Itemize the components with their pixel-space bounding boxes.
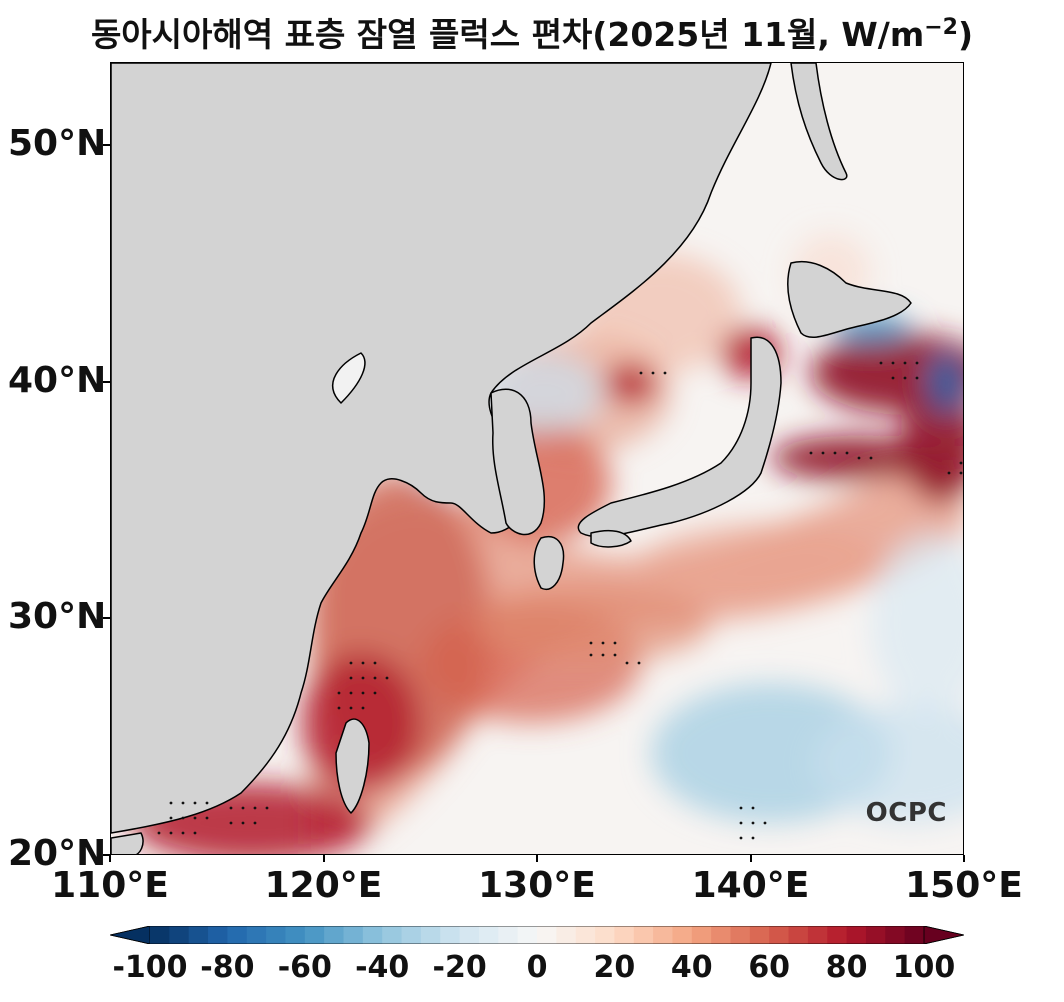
colorbar-segment [478,926,499,944]
colorbar-segment [150,926,170,944]
colorbar-segment [807,926,828,944]
colorbar-segment [246,926,267,944]
colorbar-tick-label: -80 [200,950,255,985]
lon-tick-mark [536,855,538,862]
map-title: 동아시아해역 표층 잠열 플럭스 편차(2025년 11월, W/m−2) [90,15,974,54]
colorbar-segment [885,926,906,944]
lat-tick-mark [103,854,110,856]
colorbar-segment [575,926,596,944]
colorbar-segment [691,926,712,944]
colorbar [110,926,964,944]
colorbar-segment [304,926,325,944]
colorbar-segment [672,926,693,944]
lat-tick-mark [103,380,110,383]
lon-tick-label: 120°E [264,865,383,906]
anomaly-map [111,63,963,854]
lat-tick-mark [103,143,110,146]
lon-tick-label: 110°E [51,865,169,906]
colorbar-segment [633,926,654,944]
colorbar-segment [788,926,809,944]
colorbar-segment [266,926,287,944]
colorbar-segment [401,926,422,944]
colorbar-segment [904,926,925,944]
significance-stipple [157,361,963,840]
colorbar-segment [749,926,770,944]
colorbar-segment [285,926,306,944]
colorbar-segment [517,926,538,944]
colorbar-segment [865,926,886,944]
colorbar-segment [362,926,383,944]
colorbar-tick-label: -100 [112,950,188,985]
colorbar-segment [537,926,557,944]
lon-tick-mark [322,855,325,862]
lon-tick-label: 140°E [691,865,810,906]
lat-tick-mark [103,617,110,620]
colorbar-tick-label: 60 [748,950,791,985]
colorbar-tick-label: -20 [432,950,487,985]
colorbar-tick-label: -60 [277,950,332,985]
colorbar-segment [730,926,751,944]
colorbar-segment [169,926,190,944]
colorbar-segment [556,926,577,944]
lon-tick-mark [109,855,111,862]
colorbar-max-extend [923,926,964,944]
colorbar-segment [440,926,461,944]
colorbar-tick-label: 0 [526,950,548,985]
colorbar-tick-label: -40 [355,950,410,985]
lat-tick-label: 40°N [8,359,107,401]
colorbar-tick-label: 100 [892,950,956,985]
colorbar-segment [459,926,480,944]
lat-tick-label: 20°N [8,833,107,874]
lon-tick-mark [749,855,752,862]
map-panel: OCPC [110,62,964,855]
colorbar-tick-label: 80 [825,950,868,985]
colorbar-segment [188,926,209,944]
landmass [111,63,912,854]
lon-tick-label: 130°E [478,865,596,906]
ocpc-logo: OCPC [865,798,947,828]
colorbar-segment [769,926,790,944]
colorbar-segment [420,926,441,944]
colorbar-tick-label: 40 [670,950,713,985]
lon-tick-label: 150°E [905,865,1023,906]
colorbar-segment [208,926,228,944]
colorbar-segment [846,926,867,944]
colorbar-segment [653,926,674,944]
colorbar-segment [227,926,248,944]
colorbar-segment [827,926,848,944]
colorbar-segment [711,926,732,944]
lat-tick-label: 30°N [8,596,107,638]
lat-tick-label: 50°N [8,122,107,164]
colorbar-segment [343,926,364,944]
colorbar-segment [324,926,345,944]
colorbar-segment [382,926,403,944]
colorbar-segment [595,926,615,944]
colorbar-segment [614,926,635,944]
colorbar-min-extend [110,926,151,944]
colorbar-segment [498,926,519,944]
colorbar-tick-label: 20 [593,950,636,985]
lon-tick-mark [963,855,965,862]
